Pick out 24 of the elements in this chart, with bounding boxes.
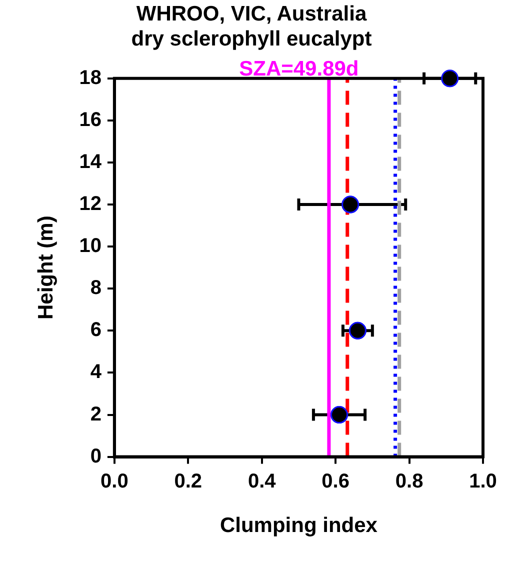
x-tick-label: 0.8 (395, 470, 424, 492)
y-tick-label: 10 (79, 235, 102, 258)
y-tick-label: 2 (90, 403, 102, 426)
x-tick-label: 0.4 (248, 470, 277, 492)
y-tick-label: 6 (90, 319, 102, 342)
point (348, 322, 366, 340)
y-tick-label: 8 (90, 277, 102, 300)
y-tick-label: 18 (79, 66, 102, 89)
point (330, 406, 348, 424)
x-axis-title: Clumping index (220, 514, 378, 538)
y-axis-title: Height (m) (34, 216, 58, 320)
point (342, 196, 360, 214)
y-tick-label: 12 (79, 193, 102, 216)
x-tick-label: 0.6 (322, 470, 350, 492)
chart-title: WHROO, VIC, Australia dry sclerophyll eucalypt (131, 2, 372, 51)
annotation: SZA=49.89d (239, 58, 359, 81)
x-tick-label: 0.2 (174, 470, 202, 492)
y-tick-label: 14 (79, 151, 102, 174)
y-tick-label: 16 (79, 108, 102, 131)
x-tick-label: 1.0 (469, 470, 497, 492)
y-tick-label: 0 (90, 445, 102, 468)
x-tick-label: 0.0 (100, 470, 128, 492)
point (441, 70, 459, 88)
y-tick-label: 4 (90, 361, 102, 384)
